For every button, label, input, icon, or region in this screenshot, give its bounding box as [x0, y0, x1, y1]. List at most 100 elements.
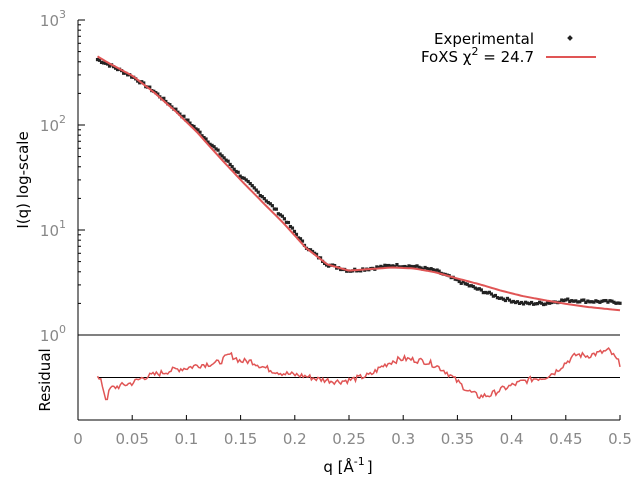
experimental-point [156, 92, 160, 96]
experimental-point [391, 264, 395, 268]
experimental-point [419, 266, 423, 270]
experimental-point [339, 267, 343, 272]
experimental-point [184, 118, 188, 122]
experimental-point [242, 176, 246, 180]
experimental-point [107, 64, 112, 68]
experimental-point [208, 142, 212, 146]
experimental-point [276, 212, 280, 216]
x-tick-label: 0.15 [224, 430, 257, 448]
experimental-point [604, 298, 608, 303]
experimental-point [455, 277, 459, 282]
experimental-point [489, 292, 493, 296]
experimental-point [600, 299, 604, 303]
experimental-point [288, 224, 293, 229]
x-axis-title-end: ] [367, 458, 373, 476]
experimental-point [224, 158, 228, 162]
experimental-point [126, 73, 130, 77]
experimental-point [531, 302, 536, 306]
experimental-point [479, 288, 483, 292]
experimental-point [493, 293, 498, 298]
experimental-point [453, 277, 457, 281]
experimental-point [280, 214, 284, 218]
experimental-point [244, 178, 248, 182]
legend-experimental-label: Experimental [434, 30, 534, 48]
experimental-point [256, 190, 260, 194]
experimental-point [258, 193, 262, 198]
experimental-point [264, 199, 268, 203]
experimental-point [116, 67, 120, 72]
experimental-point [266, 200, 270, 205]
experimental-point [99, 60, 104, 65]
experimental-point [495, 296, 500, 300]
experimental-point [517, 301, 522, 306]
experimental-point [409, 264, 413, 269]
experimental-point [286, 220, 291, 225]
experimental-point [580, 298, 584, 302]
experimental-point [162, 96, 166, 100]
experimental-point [234, 169, 238, 174]
experimental-point [200, 134, 204, 138]
y-tick-exp: 3 [59, 8, 66, 21]
experimental-point [606, 300, 610, 304]
experimental-point [345, 269, 349, 273]
experimental-point [592, 300, 596, 304]
experimental-point [188, 121, 192, 125]
y-tick-base: 10 [40, 222, 59, 240]
experimental-point [566, 297, 570, 301]
y-tick-base: 10 [40, 117, 59, 135]
fit-series-line [96, 55, 621, 312]
x-tick-label: 0.35 [441, 430, 474, 448]
experimental-point [529, 300, 534, 305]
experimental-point [513, 300, 518, 305]
experimental-point [196, 128, 200, 132]
experimental-point [292, 229, 297, 234]
experimental-point [260, 195, 264, 199]
experimental-point [509, 300, 514, 304]
experimental-point [122, 71, 126, 75]
experimental-point [274, 207, 278, 211]
experimental-point [103, 61, 108, 65]
y-tick-exp: 0 [59, 323, 66, 336]
y-tick-label: 100 [40, 323, 66, 345]
experimental-point [511, 299, 516, 304]
legend-experimental-marker [567, 35, 573, 41]
experimental-point [226, 159, 230, 163]
experimental-point [246, 179, 250, 184]
experimental-point [572, 299, 576, 303]
residual-axis-title: Residual [36, 348, 54, 411]
experimental-point [427, 267, 431, 271]
experimental-point [130, 75, 134, 79]
experimental-point [578, 300, 582, 304]
experimental-point [463, 282, 467, 286]
y-tick-exp: 1 [59, 218, 66, 231]
experimental-point [425, 266, 429, 271]
experimental-point [574, 299, 578, 303]
experimental-point [359, 269, 363, 273]
experimental-point [475, 287, 479, 291]
experimental-point [570, 299, 574, 303]
experimental-point [413, 264, 417, 269]
legend-fit-label: FoXS χ2 = 24.7 [421, 45, 534, 66]
experimental-point [252, 186, 256, 190]
x-tick-label: 0.2 [283, 430, 307, 448]
x-ticks: 0 0.05 0.1 0.15 0.2 0.25 0.3 0.35 0.4 0.45 0.5 [73, 415, 632, 448]
experimental-point [433, 269, 437, 273]
experimental-point [562, 298, 566, 303]
experimental-point [521, 302, 526, 306]
experimental-point [230, 165, 234, 169]
experimental-point [198, 130, 202, 134]
x-axis-title-sup: -1 [354, 455, 365, 468]
experimental-point [204, 137, 208, 141]
experimental-point [501, 297, 506, 301]
x-tick-label: 0.45 [549, 430, 582, 448]
experimental-point [505, 296, 510, 301]
legend-fit-sup: 2 [471, 45, 478, 58]
experimental-point [216, 148, 220, 152]
experimental-point [614, 301, 618, 305]
experimental-point [318, 256, 323, 260]
experimental-point [477, 287, 481, 291]
x-tick-label: 0 [73, 430, 83, 448]
